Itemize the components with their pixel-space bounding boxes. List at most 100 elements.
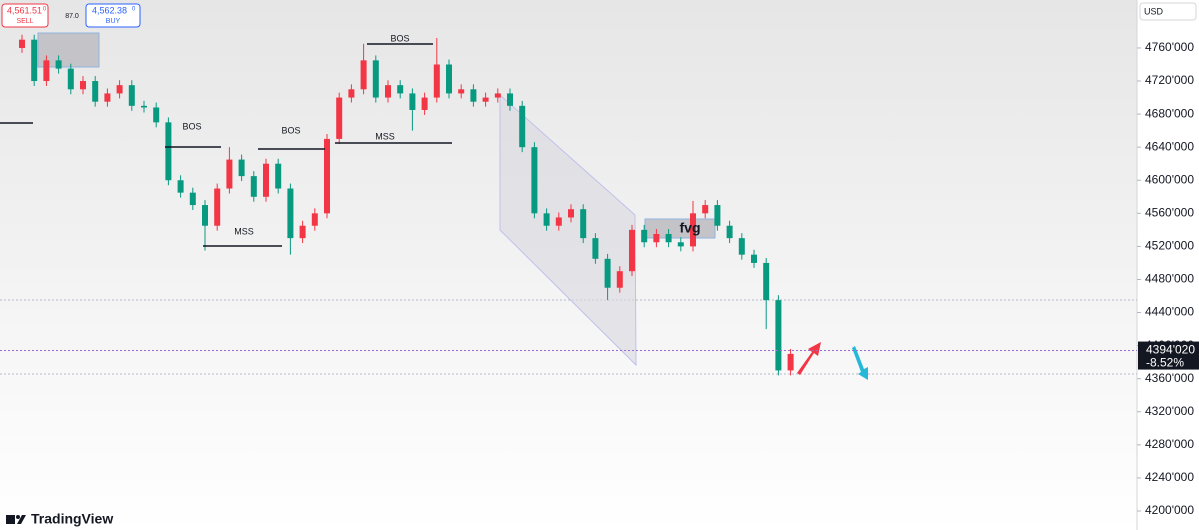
y-tick-label: 4480'000: [1145, 272, 1194, 286]
candle-body: [141, 105, 147, 108]
candle-body: [653, 233, 660, 243]
bos-label: BOS: [182, 121, 201, 131]
candle-body: [787, 353, 794, 371]
y-tick-label: 4640'000: [1145, 139, 1194, 153]
buy-button[interactable]: [85, 3, 141, 28]
candle-body: [311, 213, 318, 226]
bos-label: BOS: [390, 33, 409, 43]
candle-body: [165, 122, 172, 181]
candle-body: [372, 60, 379, 98]
sell-price: 4,561.51: [7, 5, 42, 15]
y-tick-label: 4240'000: [1145, 470, 1194, 484]
candle-body: [116, 85, 123, 94]
mss-label: MSS: [375, 131, 395, 141]
change-label: -8.52%: [1146, 356, 1184, 370]
candle-body: [494, 93, 501, 98]
candle-body: [433, 64, 440, 98]
candle-body: [43, 60, 50, 82]
candle-body: [250, 176, 257, 197]
candle-body: [592, 238, 599, 259]
candle-body: [763, 262, 770, 301]
candle-body: [360, 60, 367, 90]
candle-body: [641, 229, 648, 243]
candle-body: [263, 163, 269, 197]
candle-body: [336, 97, 343, 139]
candle-body: [214, 188, 221, 226]
last-price-box: [1138, 341, 1199, 370]
y-tick-label: 4360'000: [1145, 371, 1194, 385]
logo: [6, 515, 26, 524]
currency-button[interactable]: [1139, 2, 1197, 21]
candle-body: [104, 93, 111, 102]
candle-body: [153, 107, 160, 123]
candle-body: [738, 238, 745, 255]
candle-body: [19, 39, 25, 48]
buy-fraction: 0: [132, 7, 136, 13]
candle-body: [177, 180, 184, 193]
spread: 87.0: [65, 13, 79, 20]
candle-body: [726, 225, 733, 239]
candle-body: [470, 89, 477, 102]
candle-body: [482, 97, 489, 102]
y-tick-label: 4200'000: [1145, 503, 1194, 517]
candle-body: [299, 225, 306, 239]
bos-label: BOS: [281, 125, 300, 135]
y-tick-label: 4320'000: [1145, 404, 1194, 418]
candle-body: [275, 163, 282, 189]
y-tick-label: 4600'000: [1145, 172, 1194, 186]
candle-body: [458, 89, 465, 94]
candle-body: [128, 85, 135, 106]
candle-body: [519, 105, 526, 148]
candle-body: [31, 39, 38, 82]
candle-body: [189, 192, 196, 206]
candle-body: [775, 300, 782, 371]
candle-body: [324, 138, 330, 214]
candle-body: [397, 85, 404, 94]
candle-body: [568, 209, 574, 218]
y-tick-label: 4440'000: [1145, 305, 1194, 319]
y-tick-label: 4720'000: [1145, 73, 1194, 87]
candle-body: [677, 242, 684, 247]
candle-body: [665, 233, 672, 243]
candle-body: [67, 68, 74, 90]
candle-body: [555, 217, 562, 226]
candle-body: [543, 213, 550, 226]
y-tick-label: 4280'000: [1145, 437, 1194, 451]
candle-body: [629, 229, 635, 272]
axis-background: [1137, 0, 1199, 530]
candle-body: [226, 159, 233, 189]
y-tick-label: 4520'000: [1145, 239, 1194, 253]
y-tick-label: 4680'000: [1145, 106, 1194, 120]
candle-body: [616, 271, 623, 288]
candle-body: [702, 205, 709, 214]
candle-body: [202, 205, 208, 226]
candle-body: [238, 159, 245, 177]
candle-body: [55, 60, 62, 69]
mss-label: MSS: [234, 226, 254, 236]
down-arrow: [852, 346, 868, 380]
candle-body: [714, 205, 721, 226]
candle-body: [531, 147, 538, 214]
candle-body: [580, 209, 587, 239]
candle-body: [409, 93, 416, 110]
candle-body: [385, 85, 391, 98]
y-tick-label: 4560'000: [1145, 205, 1194, 219]
sell-fraction: 0: [43, 7, 47, 13]
candle-body: [507, 93, 513, 106]
fvg-label: fvg: [680, 220, 701, 236]
currency-label: USD: [1144, 6, 1164, 16]
candle-body: [446, 64, 452, 94]
candle-body: [92, 81, 99, 102]
buy-label: BUY: [106, 18, 121, 25]
up-arrow: [797, 342, 821, 375]
sell-button[interactable]: [1, 3, 49, 28]
candle-body: [751, 254, 757, 263]
last-price-label: 4394'020: [1146, 343, 1195, 357]
candle-body: [287, 188, 294, 239]
y-tick-label: 4760'000: [1145, 40, 1194, 54]
candle-body: [421, 97, 428, 110]
candle-body: [690, 213, 696, 247]
sell-label: SELL: [16, 18, 33, 25]
candle-body: [348, 89, 355, 98]
